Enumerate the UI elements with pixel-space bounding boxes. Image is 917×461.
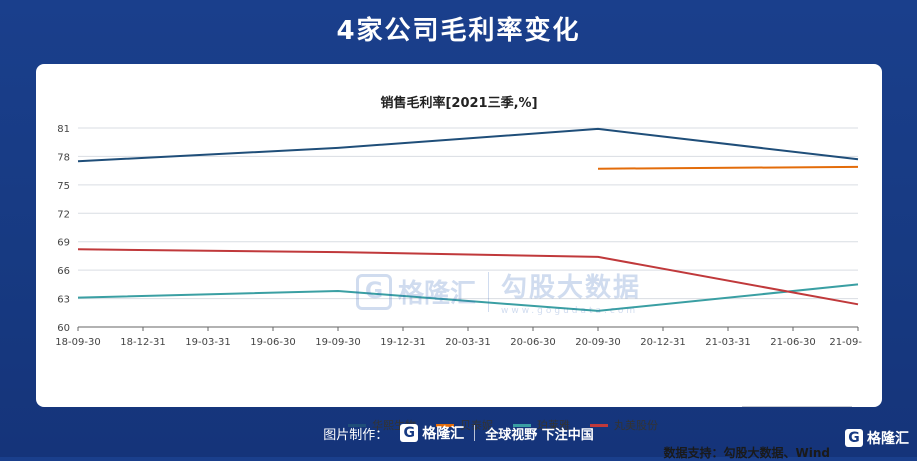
watermark-logo-icon: G <box>356 273 392 310</box>
chart-card: 销售毛利率[2021三季,%] 60 63 66 69 72 75 78 81 18-09-30… <box>36 64 882 460</box>
x-tick-label: 20-09-30 <box>575 337 620 348</box>
watermark-partner: 勾股大数据 <box>501 273 642 303</box>
x-tick-label: 20-12-31 <box>640 337 685 348</box>
corner-logo: G 格隆汇 <box>845 428 909 448</box>
legend-item[interactable]: 珀莱雅 <box>513 417 570 433</box>
legend-item[interactable]: 贝泰妮 <box>436 417 493 433</box>
x-tick-label: 20-03-31 <box>445 337 490 348</box>
legend-item[interactable]: 丸美股份 <box>590 417 658 433</box>
x-tick-label: 18-09-30 <box>55 337 100 348</box>
legend-swatch <box>590 423 608 427</box>
y-tick-label: 72 <box>57 209 70 220</box>
footer-made-by: 图片制作： <box>323 427 389 443</box>
y-tick-label: 78 <box>57 152 70 163</box>
legend-swatch <box>513 423 531 427</box>
footer: 图片制作： G 格隆汇 全球视野 下注中国 <box>0 421 917 445</box>
legend-swatch <box>436 423 454 427</box>
chart-scroll-track[interactable] <box>742 406 852 407</box>
series-line-珀莱雅 <box>77 283 859 312</box>
watermark: G 格隆汇 勾股大数据 www.gogudata.com <box>356 267 641 316</box>
y-tick-label: 81 <box>57 124 70 135</box>
footer-divider <box>474 425 476 441</box>
legend-swatch <box>348 423 366 427</box>
x-tick-label: 19-06-30 <box>250 337 295 348</box>
series-line-丸美股份 <box>77 248 859 306</box>
data-source: 数据支持：勾股大数据、Wind <box>663 446 830 460</box>
y-tick-label: 69 <box>57 238 70 249</box>
footer-brand: 格隆汇 <box>422 426 465 442</box>
series-layer <box>77 127 859 312</box>
x-tick-label: 21-06-30 <box>770 337 815 348</box>
watermark-brand: 格隆汇 <box>398 279 477 309</box>
axis-layer: 60 63 66 69 72 75 78 81 18-09-30 18-12-31 19-03-31… <box>55 124 862 348</box>
x-tick-label: 20-06-30 <box>510 337 555 348</box>
x-tick-label: 19-12-31 <box>380 337 425 348</box>
x-tick-label: 21-03-31 <box>705 337 750 348</box>
legend-label: 贝泰妮 <box>460 419 493 432</box>
corner-brand: 格隆汇 <box>867 431 909 447</box>
legend-label: 珀莱雅 <box>537 419 570 432</box>
x-tick-label: 19-03-31 <box>185 337 230 348</box>
y-tick-label: 60 <box>57 323 70 334</box>
watermark-url: www.gogudata.com <box>501 306 639 316</box>
watermark-divider <box>488 271 490 312</box>
x-tick-label: 19-09-30 <box>315 337 360 348</box>
footer-logo-icon: G <box>400 424 419 442</box>
y-tick-label: 75 <box>57 181 70 192</box>
footer-slogan: 全球视野 下注中国 <box>485 427 594 443</box>
series-line-华熙生物 <box>77 127 859 163</box>
page-title: 4家公司毛利率变化 <box>336 16 581 46</box>
grid-layer <box>78 127 858 328</box>
chart-title: 销售毛利率[2021三季,%] <box>380 95 537 111</box>
corner-logo-icon: G <box>845 429 863 447</box>
y-tick-label: 66 <box>57 266 70 277</box>
x-tick-label: 21-09- <box>829 337 862 348</box>
series-line-贝泰妮 <box>597 165 859 170</box>
y-tick-label: 63 <box>57 295 70 306</box>
legend-label: 丸美股份 <box>614 419 658 432</box>
line-chart: 销售毛利率[2021三季,%] 60 63 66 69 72 75 78 81 18-09-30… <box>55 95 862 348</box>
x-tick-label: 18-12-31 <box>120 337 165 348</box>
